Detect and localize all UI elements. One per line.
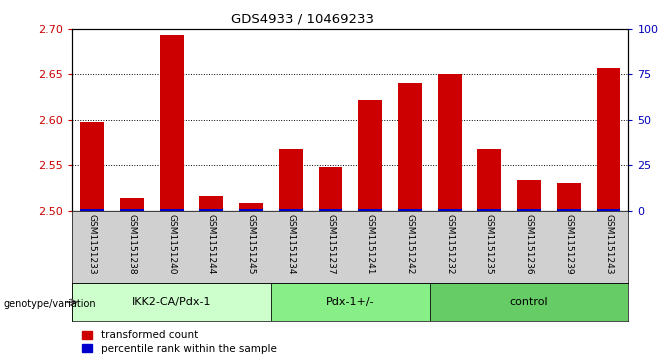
Bar — [438, 209, 461, 211]
Bar — [359, 100, 382, 211]
Bar — [478, 149, 501, 211]
Bar — [398, 83, 422, 211]
Text: GSM1151235: GSM1151235 — [485, 214, 494, 275]
Bar — [318, 209, 342, 211]
Bar — [80, 122, 104, 211]
Bar — [597, 209, 620, 211]
Bar — [557, 209, 581, 211]
Text: GSM1151232: GSM1151232 — [445, 214, 454, 275]
Text: GSM1151244: GSM1151244 — [207, 214, 216, 274]
Bar — [160, 36, 184, 211]
Bar — [160, 209, 184, 211]
Text: GSM1151238: GSM1151238 — [128, 214, 136, 275]
Bar — [438, 74, 461, 211]
Bar — [240, 203, 263, 211]
Text: IKK2-CA/Pdx-1: IKK2-CA/Pdx-1 — [132, 297, 211, 307]
Bar — [517, 180, 541, 211]
Bar — [318, 167, 342, 211]
Text: GSM1151239: GSM1151239 — [565, 214, 573, 275]
Bar — [80, 209, 104, 211]
Bar — [398, 209, 422, 211]
Bar — [478, 209, 501, 211]
Text: GSM1151245: GSM1151245 — [247, 214, 255, 275]
Bar — [557, 183, 581, 211]
Legend: transformed count, percentile rank within the sample: transformed count, percentile rank withi… — [78, 326, 280, 358]
Text: control: control — [510, 297, 548, 307]
Text: GSM1151236: GSM1151236 — [524, 214, 534, 275]
Bar — [271, 283, 430, 321]
Bar — [430, 283, 628, 321]
Text: GSM1151234: GSM1151234 — [286, 214, 295, 275]
Text: genotype/variation: genotype/variation — [3, 299, 96, 309]
Text: GSM1151243: GSM1151243 — [604, 214, 613, 275]
Text: GSM1151241: GSM1151241 — [366, 214, 375, 275]
Text: GSM1151242: GSM1151242 — [405, 214, 415, 274]
Bar — [279, 149, 303, 211]
Bar — [72, 283, 271, 321]
Text: Pdx-1+/-: Pdx-1+/- — [326, 297, 374, 307]
Bar — [199, 209, 223, 211]
Bar — [359, 209, 382, 211]
Bar — [120, 198, 144, 211]
Text: GSM1151240: GSM1151240 — [167, 214, 176, 275]
Bar — [120, 209, 144, 211]
Bar — [279, 209, 303, 211]
Bar — [517, 209, 541, 211]
Bar — [597, 68, 620, 211]
Text: GDS4933 / 10469233: GDS4933 / 10469233 — [231, 13, 374, 26]
Bar — [199, 196, 223, 211]
Bar — [240, 209, 263, 211]
Text: GSM1151237: GSM1151237 — [326, 214, 335, 275]
Text: GSM1151233: GSM1151233 — [88, 214, 97, 275]
